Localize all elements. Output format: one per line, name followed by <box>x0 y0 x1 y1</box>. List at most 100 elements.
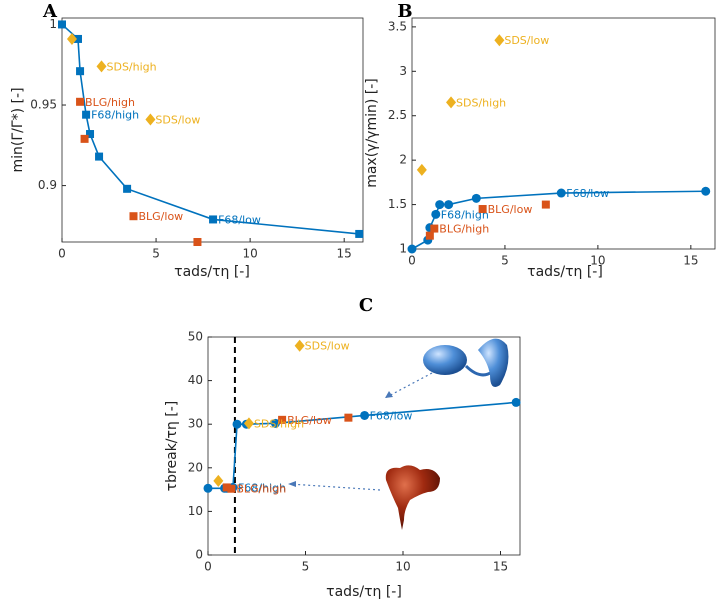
point-label: SDS/low <box>155 114 200 127</box>
data-point <box>76 97 85 106</box>
point-label: BLG/high <box>439 223 489 236</box>
point-label: SDS/high <box>107 60 157 73</box>
data-point <box>95 152 104 161</box>
data-point <box>145 113 156 126</box>
point-label: F68/low <box>566 187 609 200</box>
panel-letter: B <box>397 1 412 22</box>
point-label: SDS/low <box>305 340 350 353</box>
data-point <box>425 231 434 240</box>
data-point <box>213 474 224 487</box>
y-tick-label: 0 <box>195 548 203 562</box>
x-tick-label: 10 <box>590 254 605 268</box>
plot-frame <box>411 17 716 250</box>
data-point <box>541 200 550 209</box>
data-point <box>96 60 107 73</box>
x-tick-label: 15 <box>493 560 508 574</box>
point-label: BLG/high <box>85 96 135 109</box>
y-tick-label: 2.5 <box>388 108 407 122</box>
data-point <box>556 188 566 198</box>
x-axis-label: τads/τη [-] <box>326 584 402 600</box>
point-label: F68/low <box>370 409 413 422</box>
panel-letter: C <box>359 295 373 316</box>
data-point <box>478 205 487 214</box>
data-point <box>431 209 441 219</box>
x-tick-label: 10 <box>395 560 410 574</box>
point-label: SDS/high <box>456 96 506 109</box>
y-tick-label: 0.9 <box>38 178 57 192</box>
data-point <box>471 193 481 203</box>
point-label: SDS/low <box>504 34 549 47</box>
data-point <box>243 417 254 430</box>
y-axis-label: τbreak/τη [-] <box>164 401 180 492</box>
y-tick-label: 40 <box>188 373 203 387</box>
inset-blue-droplets <box>384 338 509 399</box>
data-point <box>58 20 66 29</box>
y-tick-label: 1.5 <box>388 197 407 211</box>
data-point <box>430 224 439 233</box>
data-point <box>86 130 95 139</box>
y-tick-label: 10 <box>188 504 203 518</box>
data-point <box>82 110 91 119</box>
y-axis-label: min(Γ/Γ*) [-] <box>10 87 26 172</box>
data-point <box>294 339 305 352</box>
x-tick-label: 15 <box>337 247 352 261</box>
data-point <box>66 32 77 45</box>
data-point <box>129 212 138 221</box>
y-tick-label: 0.95 <box>30 98 57 112</box>
x-tick-label: 0 <box>58 247 66 261</box>
data-point <box>435 200 445 210</box>
data-point <box>270 418 280 428</box>
y-tick-label: 1 <box>49 17 57 31</box>
y-tick-label: 3 <box>399 64 407 78</box>
y-tick-label: 3.5 <box>388 19 407 33</box>
y-tick-label: 2 <box>399 153 407 167</box>
data-point <box>701 186 711 196</box>
data-point <box>416 163 427 176</box>
x-tick-label: 0 <box>408 254 416 268</box>
data-point <box>344 413 353 422</box>
point-label: BLG/low <box>287 414 332 427</box>
inset-red-droplet <box>288 465 440 530</box>
data-point <box>227 484 236 493</box>
x-tick-label: 5 <box>152 247 160 261</box>
point-label: F68/high <box>91 109 139 122</box>
data-point <box>278 415 287 424</box>
series-line <box>61 23 360 235</box>
y-tick-label: 50 <box>188 330 203 344</box>
point-label: BLG/low <box>138 210 183 223</box>
point-label: BLG/high <box>236 483 286 496</box>
data-point <box>407 244 417 254</box>
x-tick-label: 0 <box>204 560 212 574</box>
data-point <box>360 410 370 420</box>
plot-frame <box>61 17 364 243</box>
data-point <box>446 96 457 109</box>
data-point <box>203 483 213 493</box>
data-point <box>73 34 82 43</box>
x-tick-label: 5 <box>501 254 509 268</box>
data-point <box>222 483 231 492</box>
point-label: F68/high <box>441 208 489 221</box>
y-axis-label: max(γ/γmin) [-] <box>364 78 380 188</box>
x-axis-label: τads/τη [-] <box>174 264 250 280</box>
point-label: BLG/low <box>488 203 533 216</box>
point-label: F68/high <box>238 481 286 494</box>
y-tick-label: 1 <box>399 242 407 256</box>
data-point <box>232 419 242 429</box>
data-point <box>80 134 89 143</box>
x-tick-label: 5 <box>302 560 310 574</box>
data-point <box>209 215 218 224</box>
y-tick-label: 20 <box>188 460 203 474</box>
data-point <box>355 229 364 238</box>
data-point <box>494 34 505 47</box>
panel-letter: A <box>42 1 58 22</box>
data-point <box>444 200 454 210</box>
data-point <box>123 184 132 193</box>
data-point <box>193 238 202 246</box>
point-label: F68/low <box>218 213 261 226</box>
point-label: SDS/high <box>254 417 304 430</box>
y-tick-label: 30 <box>188 417 203 431</box>
data-point <box>76 67 85 76</box>
x-tick-label: 15 <box>683 254 698 268</box>
data-point <box>511 397 521 407</box>
